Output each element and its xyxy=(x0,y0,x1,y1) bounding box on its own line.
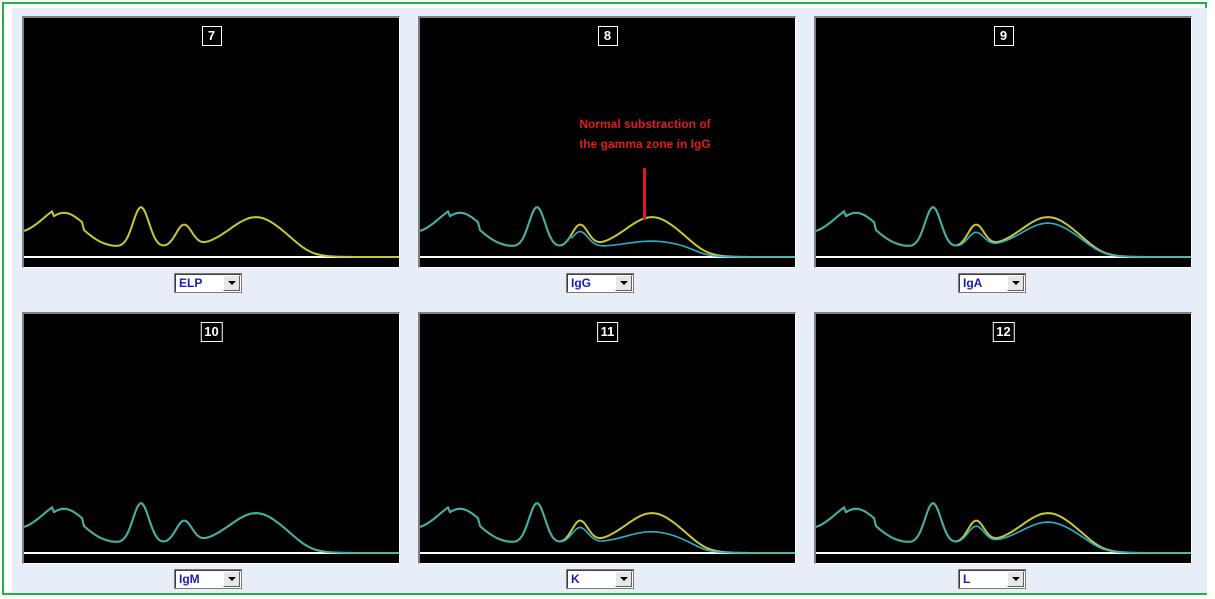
annotation-pointer xyxy=(643,168,646,220)
chevron-down-icon[interactable] xyxy=(223,275,240,291)
panel-cell-8: 8 Normal substraction of the gamma zone … xyxy=(408,8,804,300)
panel-grid: 7 ELP 8 Normal substraction of the gamma… xyxy=(12,8,1207,593)
fraction-select[interactable]: IgG xyxy=(566,273,634,293)
chevron-down-icon[interactable] xyxy=(223,571,240,587)
electrophoresis-curves xyxy=(816,502,1191,554)
chevron-down-icon[interactable] xyxy=(615,571,632,587)
electrophoresis-curves xyxy=(24,502,399,554)
fraction-select[interactable]: IgM xyxy=(174,569,242,589)
electrophoresis-panel: 12 xyxy=(814,312,1192,564)
electrophoresis-panel: 7 xyxy=(22,16,400,268)
fraction-select-value: IgM xyxy=(179,572,200,586)
chevron-down-icon[interactable] xyxy=(615,275,632,291)
subtraction-curve xyxy=(816,502,1191,554)
panel-number-badge: 9 xyxy=(993,26,1014,46)
fraction-select-value: L xyxy=(963,572,971,586)
fraction-select-value: ELP xyxy=(179,276,203,290)
total-protein-curve xyxy=(24,206,399,258)
fraction-select[interactable]: IgA xyxy=(958,273,1026,293)
panel-cell-11: 11 K xyxy=(408,304,804,596)
total-protein-curve xyxy=(420,206,795,258)
panel-number-badge: 8 xyxy=(597,26,618,46)
electrophoresis-panel: 9 xyxy=(814,16,1192,268)
subtraction-curve xyxy=(420,206,795,258)
fraction-select[interactable]: K xyxy=(566,569,634,589)
annotation-text: Normal substraction of the gamma zone in… xyxy=(550,114,740,154)
annotation-line-1: Normal substraction of xyxy=(579,117,711,131)
panel-number-badge: 7 xyxy=(201,26,222,46)
total-protein-curve xyxy=(816,502,1191,554)
panel-cell-12: 12 L xyxy=(804,304,1200,596)
panel-number-badge: 10 xyxy=(200,322,223,342)
electrophoresis-panel: 10 xyxy=(22,312,400,564)
chevron-down-icon[interactable] xyxy=(1007,275,1024,291)
panel-cell-10: 10 IgM xyxy=(12,304,408,596)
fraction-select-value: IgG xyxy=(571,276,591,290)
electrophoresis-curves xyxy=(24,206,399,258)
electrophoresis-panel: 8 Normal substraction of the gamma zone … xyxy=(418,16,796,268)
electrophoresis-curves xyxy=(420,206,795,258)
fraction-select[interactable]: ELP xyxy=(174,273,242,293)
fraction-select[interactable]: L xyxy=(958,569,1026,589)
chevron-down-icon[interactable] xyxy=(1007,571,1024,587)
electrophoresis-curves xyxy=(816,206,1191,258)
fraction-select-value: IgA xyxy=(963,276,983,290)
panel-number-badge: 11 xyxy=(596,322,619,342)
subtraction-curve xyxy=(816,206,1191,258)
panel-cell-9: 9 IgA xyxy=(804,8,1200,300)
total-protein-curve xyxy=(24,502,399,554)
subtraction-curve xyxy=(420,502,795,554)
total-protein-curve xyxy=(816,206,1191,258)
electrophoresis-curves xyxy=(420,502,795,554)
panel-cell-7: 7 ELP xyxy=(12,8,408,300)
subtraction-curve xyxy=(24,502,399,554)
total-protein-curve xyxy=(420,502,795,554)
electrophoresis-panel: 11 xyxy=(418,312,796,564)
panel-number-badge: 12 xyxy=(992,322,1015,342)
annotation-line-2: the gamma zone in IgG xyxy=(579,137,711,151)
fraction-select-value: K xyxy=(571,572,580,586)
